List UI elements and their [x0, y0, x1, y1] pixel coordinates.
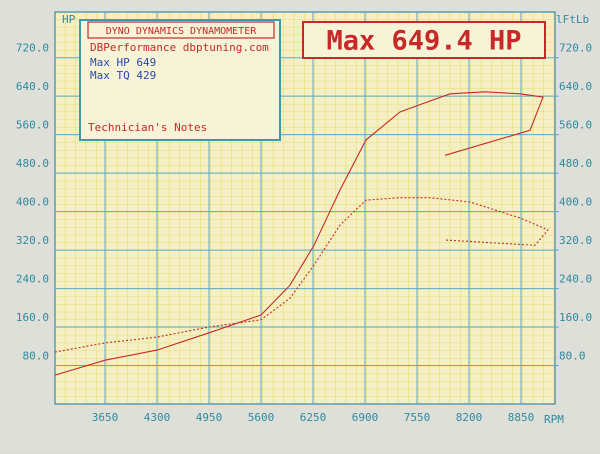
y2-tick-label: 720.0 [559, 42, 592, 55]
notes: Technician's Notes [88, 121, 207, 134]
info-line: DBPerformance dbptuning.com [90, 41, 269, 54]
y-tick-label: 160.0 [16, 311, 49, 324]
x-tick-label: 6250 [300, 411, 327, 424]
y-tick-label: 400.0 [16, 196, 49, 209]
y2-tick-label: 160.0 [559, 311, 592, 324]
info-box [79, 19, 281, 141]
y-tick-label: 80.0 [23, 350, 50, 363]
y2-tick-label: 240.0 [559, 273, 592, 286]
y2-tick-label: 320.0 [559, 234, 592, 247]
y-tick-label: 320.0 [16, 234, 49, 247]
y2-axis-title: lFtLb [556, 13, 589, 26]
y-tick-label: 720.0 [16, 42, 49, 55]
plot-frame [54, 11, 556, 405]
y2-tick-label: 560.0 [559, 119, 592, 132]
y-tick-label: 560.0 [16, 119, 49, 132]
info-line: Max TQ 429 [90, 69, 156, 82]
headline-box [302, 21, 546, 59]
x-tick-label: 6900 [352, 411, 379, 424]
x-tick-label: 3650 [92, 411, 119, 424]
y2-tick-label: 80.0 [559, 350, 586, 363]
x-tick-label: 4950 [196, 411, 223, 424]
y-axis-title: HP [62, 13, 76, 26]
headline: Max 649.4 HP [326, 26, 521, 57]
x-axis-title: RPM [544, 413, 564, 426]
x-tick-label: 5600 [248, 411, 275, 424]
info-title-box [87, 21, 275, 39]
y2-tick-label: 400.0 [559, 196, 592, 209]
x-tick-label: 8850 [508, 411, 535, 424]
y2-tick-label: 640.0 [559, 80, 592, 93]
info-title: DYNO DYNAMICS DYNAMOMETER [106, 26, 257, 37]
x-tick-label: 8200 [456, 411, 483, 424]
info-line: Max HP 649 [90, 56, 156, 69]
series [54, 91, 549, 376]
series-line [54, 91, 544, 376]
series-line [54, 197, 549, 353]
y2-tick-label: 480.0 [559, 157, 592, 170]
x-tick-label: 4300 [144, 411, 171, 424]
y-tick-label: 480.0 [16, 157, 49, 170]
x-tick-label: 7550 [404, 411, 431, 424]
y-tick-label: 640.0 [16, 80, 49, 93]
y-tick-label: 240.0 [16, 273, 49, 286]
